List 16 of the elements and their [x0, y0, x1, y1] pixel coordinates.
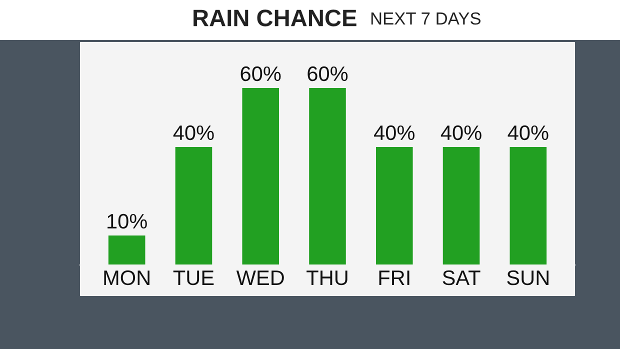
x-tick-label: TUE	[173, 270, 214, 286]
data-label: 40%	[374, 125, 414, 140]
x-tick-label: MON	[104, 270, 150, 286]
chart-title: RAIN CHANCE	[194, 10, 356, 26]
data-label: 10%	[108, 214, 147, 229]
data-label: 40%	[173, 125, 214, 140]
x-tick-label: FRI	[379, 270, 410, 285]
x-tick-label: WED	[236, 270, 284, 285]
data-label: 60%	[240, 66, 281, 82]
data-label: 60%	[308, 66, 348, 82]
data-label: 40%	[440, 125, 482, 140]
x-tick-label: THU	[306, 270, 348, 286]
x-tick-label: SUN	[507, 270, 548, 286]
data-label: 40%	[508, 125, 548, 140]
chart-subtitle: NEXT 7 DAYS	[371, 12, 480, 25]
x-tick-label: SAT	[442, 270, 480, 286]
